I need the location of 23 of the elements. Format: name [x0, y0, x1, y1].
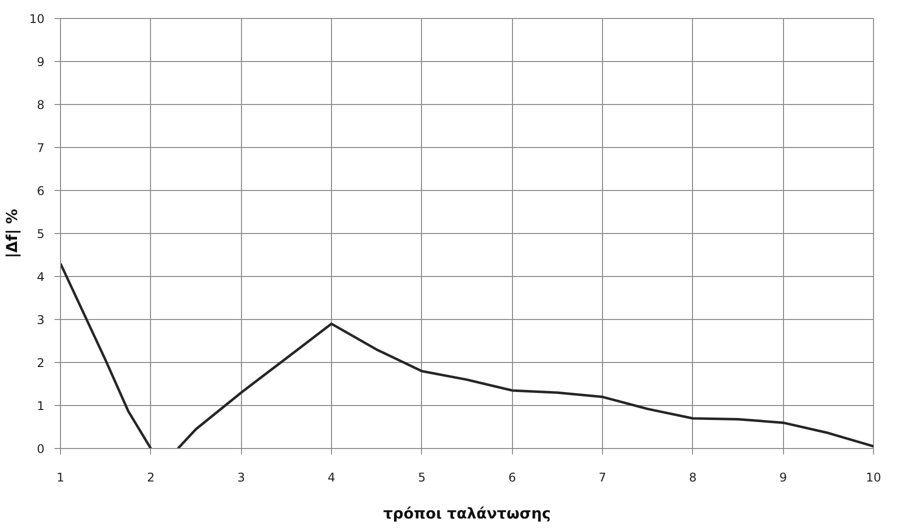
x-tick-label: 5 — [418, 470, 426, 484]
y-axis-title: |Δf| % — [3, 208, 22, 258]
y-tick-label: 2 — [36, 356, 45, 370]
x-tick-label: 6 — [508, 470, 516, 484]
x-tick-label: 3 — [237, 470, 245, 484]
x-axis-title: τρόποι ταλάντωσης — [383, 504, 551, 522]
x-tick-label: 9 — [779, 470, 787, 484]
y-tick-label: 10 — [29, 12, 45, 26]
y-tick-label: 4 — [36, 270, 45, 284]
y-tick-label: 8 — [36, 98, 45, 112]
x-tick-label: 2 — [147, 470, 155, 484]
x-tick-label: 10 — [866, 470, 882, 484]
y-tick-label: 7 — [36, 141, 45, 155]
y-tick-label: 0 — [36, 442, 45, 456]
x-tick-label: 8 — [689, 470, 697, 484]
x-tick-label: 1 — [56, 470, 64, 484]
y-tick-label: 9 — [36, 55, 45, 69]
y-tick-label: 5 — [36, 227, 45, 241]
y-tick-label: 3 — [36, 313, 45, 327]
y-tick-label: 6 — [36, 184, 45, 198]
x-tick-label: 7 — [598, 470, 606, 484]
y-tick-label: 1 — [36, 399, 45, 413]
x-tick-label: 4 — [328, 470, 336, 484]
